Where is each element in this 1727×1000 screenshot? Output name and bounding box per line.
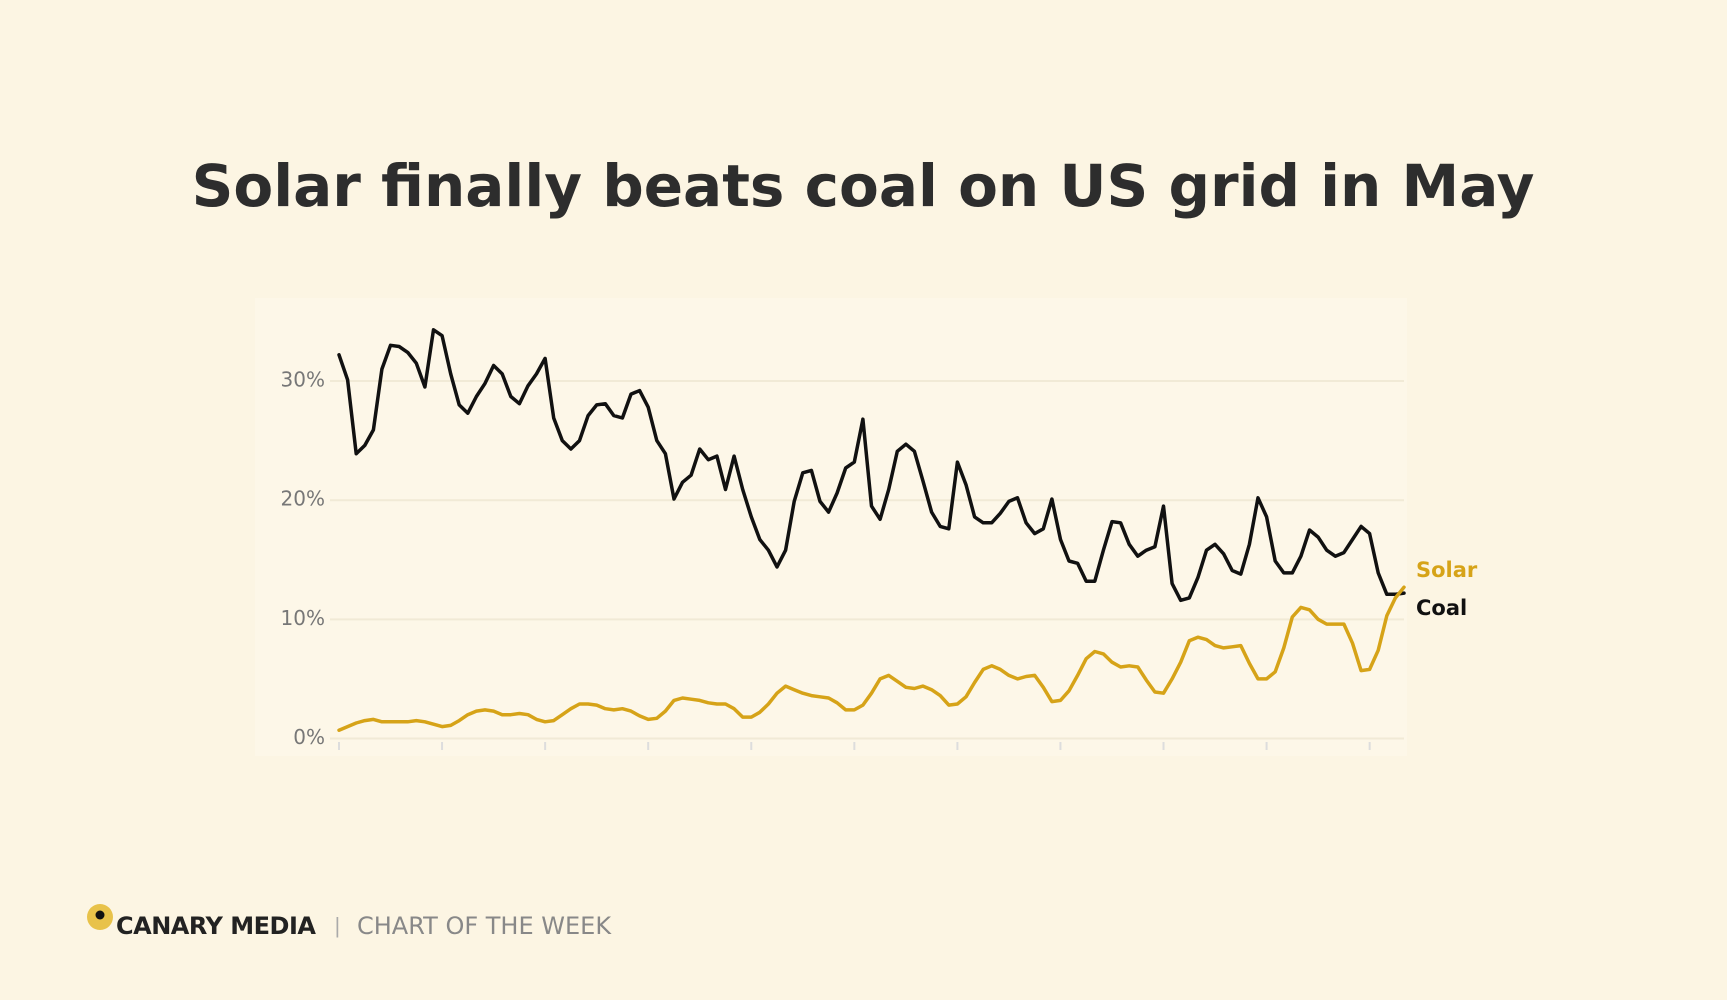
series-label: Solar xyxy=(1416,558,1478,582)
y-tick-label: 10% xyxy=(281,606,325,630)
brand: CANARY MEDIA xyxy=(116,912,316,940)
y-tick-label: 0% xyxy=(293,725,325,749)
line-coal xyxy=(337,328,1406,603)
separator: | xyxy=(334,914,341,938)
plot-area xyxy=(255,298,1407,756)
y-tick-label: 20% xyxy=(281,487,325,511)
y-tick-label: 30% xyxy=(281,368,325,392)
line-solar xyxy=(337,585,1406,732)
series-label: Coal xyxy=(1416,596,1467,620)
tagline: CHART OF THE WEEK xyxy=(357,912,612,940)
logo-dot xyxy=(95,910,105,920)
chart-title: Solar finally beats coal on US grid in M… xyxy=(192,152,1535,220)
